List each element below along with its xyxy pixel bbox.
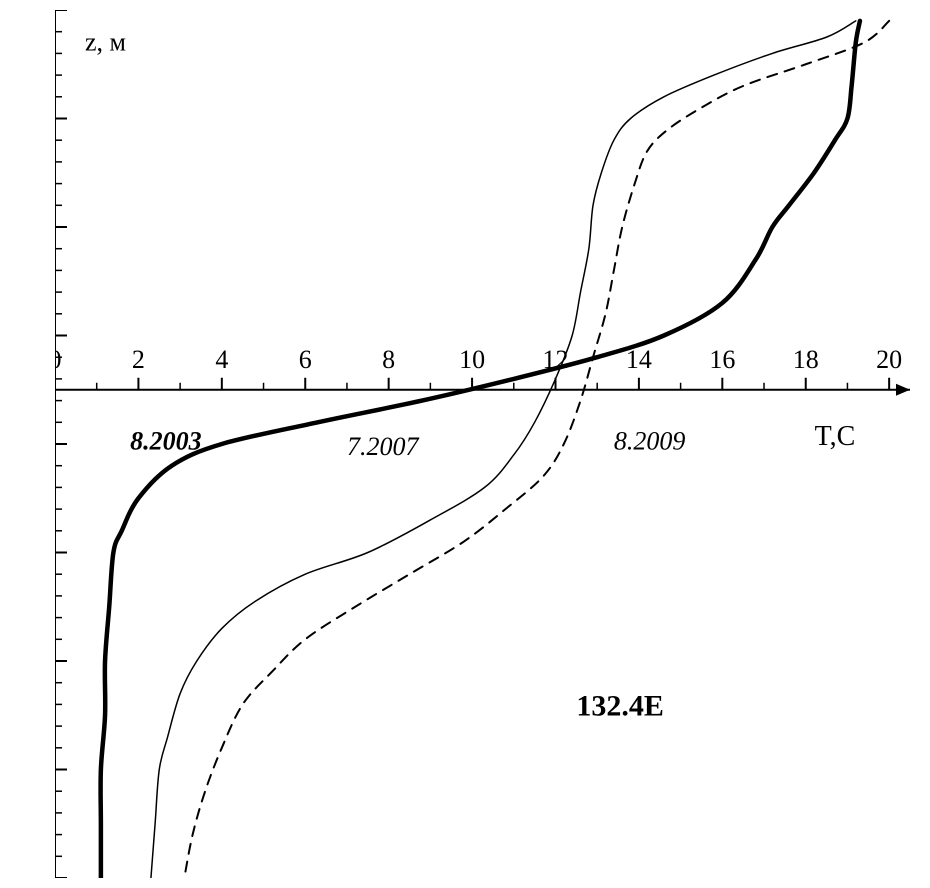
chart-svg: 01020304050607080z, м02468101214161820T,… bbox=[55, 10, 910, 878]
x-axis-arrow bbox=[896, 384, 910, 396]
x-tick-label: 18 bbox=[793, 345, 819, 374]
x-tick-label: 20 bbox=[876, 345, 902, 374]
x-tick-label: 4 bbox=[215, 345, 228, 374]
annotation-station: 132.4E bbox=[576, 689, 664, 722]
x-tick-label: 10 bbox=[459, 345, 485, 374]
x-tick-label: 0 bbox=[55, 345, 62, 374]
series-label-s2003: 8.2003 bbox=[130, 426, 202, 455]
x-axis-label: T,С bbox=[815, 421, 856, 452]
y-axis-label: z, м bbox=[85, 28, 126, 57]
series-label-s2007: 7.2007 bbox=[347, 432, 420, 461]
series-s2003 bbox=[101, 21, 860, 878]
x-tick-label: 6 bbox=[299, 345, 312, 374]
x-tick-label: 8 bbox=[382, 345, 395, 374]
x-tick-label: 16 bbox=[709, 345, 735, 374]
chart-area: 01020304050607080z, м02468101214161820T,… bbox=[55, 10, 910, 878]
series-label-s2009: 8.2009 bbox=[614, 426, 686, 455]
x-tick-label: 2 bbox=[132, 345, 145, 374]
series-s2007 bbox=[151, 21, 856, 878]
series-s2009 bbox=[184, 21, 889, 878]
